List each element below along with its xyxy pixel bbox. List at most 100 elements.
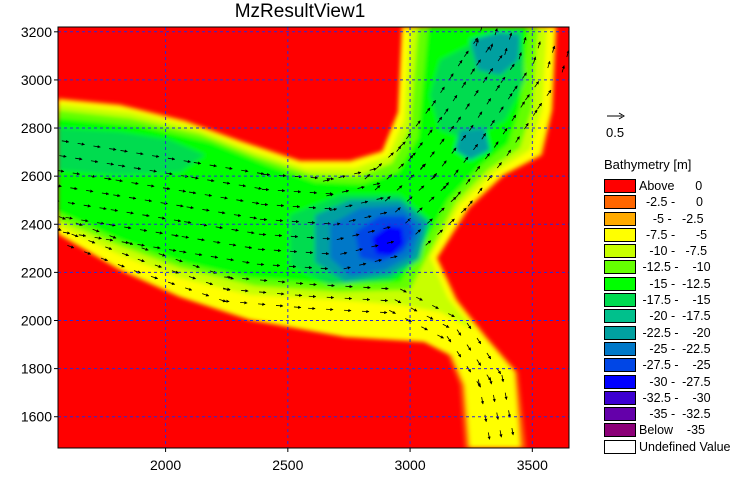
current-vector	[181, 235, 190, 239]
current-vector	[238, 184, 247, 188]
current-vector	[504, 392, 508, 400]
current-vector	[241, 169, 249, 173]
current-vector	[121, 252, 130, 257]
current-vector	[277, 280, 286, 284]
current-vector	[374, 258, 383, 263]
current-vector	[522, 72, 527, 79]
current-vector	[488, 68, 494, 75]
current-vector	[456, 329, 462, 336]
current-vector	[90, 159, 99, 164]
current-vector	[383, 226, 391, 230]
legend-entry: Above 0	[604, 178, 744, 194]
current-vector	[153, 246, 161, 250]
current-vector	[426, 315, 434, 320]
current-vector	[496, 162, 502, 169]
current-vector	[109, 147, 117, 151]
legend-swatch	[604, 179, 636, 193]
current-vector	[456, 351, 462, 358]
current-vector	[468, 124, 474, 132]
current-vector	[456, 116, 461, 123]
legend-swatch	[604, 325, 636, 340]
current-vector	[415, 229, 422, 235]
current-vector	[386, 174, 393, 180]
y-tick-label: 1600	[21, 409, 52, 425]
current-vector	[118, 164, 126, 168]
current-vector	[193, 161, 202, 165]
current-vector	[340, 251, 348, 255]
legend-title: Bathymetry [m]	[604, 157, 692, 172]
current-vector	[115, 179, 123, 183]
current-vector	[233, 213, 242, 217]
current-vector	[416, 296, 423, 301]
current-vector	[390, 255, 398, 259]
current-vector	[460, 207, 467, 214]
x-tick-label: 3500	[517, 457, 548, 473]
current-vector	[525, 94, 530, 101]
current-vector	[376, 196, 384, 201]
current-vector	[504, 47, 508, 55]
current-vector	[367, 229, 376, 233]
current-vector	[133, 270, 141, 274]
isobath-teal-1	[470, 32, 520, 75]
current-vector	[442, 323, 450, 328]
current-vector	[199, 223, 208, 227]
legend-entry: -35 - -32.5	[604, 406, 744, 422]
current-vector	[384, 196, 391, 202]
legend-label: -7.5 - -5	[639, 227, 708, 242]
current-vector	[501, 374, 505, 383]
current-vector	[195, 252, 203, 257]
current-vector	[552, 45, 556, 53]
plot-frame	[57, 26, 570, 449]
legend-entry: -12.5 - -10	[604, 259, 744, 275]
current-vector	[512, 85, 518, 92]
y-tick-label: 1800	[21, 361, 52, 377]
current-vector	[185, 287, 193, 291]
current-vector	[427, 129, 433, 136]
current-vector	[546, 89, 552, 97]
current-vector	[242, 260, 250, 264]
current-vector	[416, 207, 423, 213]
current-vector	[467, 200, 473, 207]
current-vector	[224, 275, 232, 279]
current-vector	[150, 275, 159, 280]
current-vector	[394, 299, 402, 304]
current-vector	[376, 163, 383, 169]
current-vector	[78, 233, 87, 238]
current-vector	[67, 245, 75, 249]
current-vector	[218, 211, 226, 215]
current-vector	[547, 60, 551, 69]
current-vector	[449, 73, 454, 80]
legend-entry: -5 - -2.5	[604, 211, 744, 227]
current-vector	[534, 81, 540, 88]
current-vector	[440, 86, 445, 94]
legend-swatch	[604, 341, 636, 356]
legend-label: -15 - -12.5	[639, 276, 711, 291]
current-vector	[466, 366, 472, 373]
legend-swatch	[604, 211, 636, 226]
current-vector	[493, 141, 499, 148]
current-vector	[490, 43, 494, 51]
current-vector	[133, 166, 142, 171]
current-vector	[336, 237, 344, 241]
current-vector	[463, 50, 469, 57]
legend-swatch	[604, 358, 636, 373]
current-vector	[345, 204, 353, 208]
current-vector	[537, 41, 541, 49]
current-vector	[167, 281, 176, 285]
current-vector	[520, 101, 525, 108]
vector-scale-arrow-icon	[607, 112, 625, 120]
current-vector	[410, 307, 418, 312]
bathymetry-field	[58, 27, 569, 448]
legend-entry: -20 - -17.5	[604, 308, 744, 324]
current-vector	[77, 142, 85, 146]
current-vector	[128, 196, 137, 200]
current-vector	[149, 169, 157, 173]
current-vector	[188, 191, 197, 195]
current-vector	[486, 374, 492, 381]
current-vector	[294, 293, 303, 297]
current-vector	[490, 119, 495, 127]
current-vector	[154, 264, 162, 268]
current-vector	[354, 171, 362, 175]
current-vector	[509, 63, 515, 70]
current-vector	[509, 32, 513, 40]
